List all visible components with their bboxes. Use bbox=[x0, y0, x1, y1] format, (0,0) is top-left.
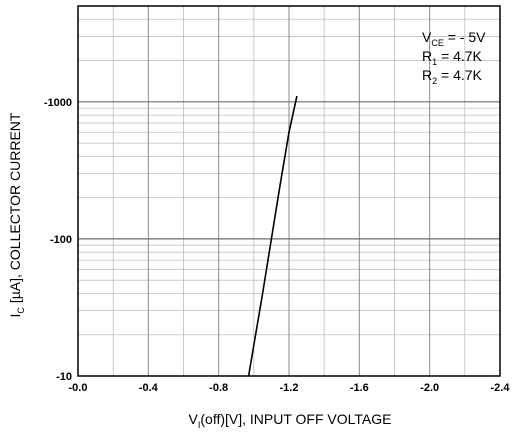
major-gridlines bbox=[78, 6, 500, 376]
x-tick-label: -2.0 bbox=[420, 382, 439, 394]
x-tick-label: -0.4 bbox=[139, 382, 159, 394]
x-tick-label: -2.4 bbox=[491, 382, 511, 394]
y-tick-label: -10 bbox=[56, 371, 72, 383]
series-layer bbox=[247, 95, 298, 377]
x-tick-labels: -0.0 -0.4 -0.8 -1.2 -1.6 -2.0 -2.4 bbox=[69, 382, 511, 394]
x-tick-label: -0.8 bbox=[209, 382, 228, 394]
x-tick-label: -1.6 bbox=[350, 382, 369, 394]
series-line-0 bbox=[247, 95, 298, 377]
annotation-box: VCE = - 5V R1 = 4.7K R2 = 4.7K bbox=[422, 29, 486, 86]
y-tick-label: -1000 bbox=[44, 97, 72, 109]
y-axis-label: IC [µA], COLLECTOR CURRENT bbox=[7, 112, 26, 317]
x-tick-label: -1.2 bbox=[280, 382, 299, 394]
annotation-r1: R1 = 4.7K bbox=[422, 48, 483, 67]
y-tick-labels: -10 -100 -1000 bbox=[44, 97, 72, 383]
plot-frame bbox=[77, 5, 501, 377]
y-tick-label: -100 bbox=[50, 234, 72, 246]
annotation-vce: VCE = - 5V bbox=[422, 29, 486, 48]
x-axis-label: VI(off)[V], INPUT OFF VOLTAGE bbox=[189, 411, 392, 430]
x-tick-label: -0.0 bbox=[69, 382, 88, 394]
annotation-r2: R2 = 4.7K bbox=[422, 67, 483, 86]
